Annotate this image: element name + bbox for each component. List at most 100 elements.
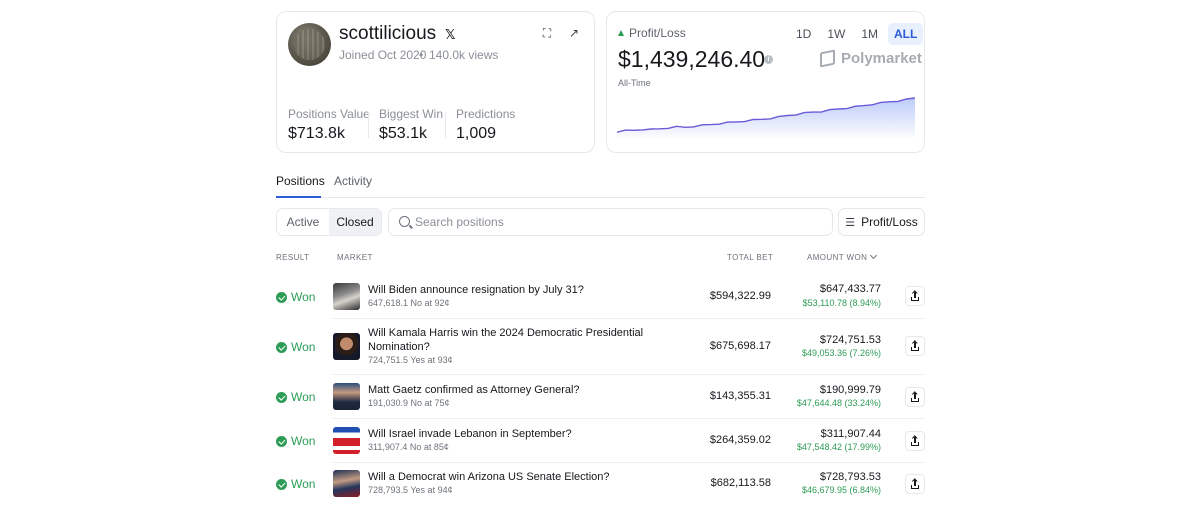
result-won: Won (276, 434, 315, 448)
stat-value: 1,009 (456, 125, 497, 142)
share-button[interactable] (905, 474, 925, 494)
sort-button[interactable]: ☰ Profit/Loss (838, 208, 925, 236)
market-thumbnail (333, 427, 360, 454)
stat-label: Positions Value (288, 107, 370, 121)
pnl-label-text: Profit/Loss (629, 26, 686, 40)
row-divider (332, 318, 925, 319)
market-title[interactable]: Will Biden announce resignation by July … (368, 284, 584, 296)
result-label: Won (291, 290, 316, 304)
share-icon (911, 434, 919, 446)
segment-active[interactable]: Active (286, 215, 320, 229)
row-divider (332, 462, 925, 463)
amount-won: $311,907.44 (820, 428, 881, 440)
share-icon (911, 339, 919, 351)
search-box (388, 208, 833, 236)
stat-label: Biggest Win (379, 107, 444, 121)
info-icon[interactable]: i (764, 55, 773, 64)
table-row[interactable]: Won Will a Democrat win Arizona US Senat… (276, 470, 925, 500)
table-row[interactable]: Won Will Biden announce resignation by J… (276, 282, 925, 312)
amount-won: $724,751.53 (819, 334, 881, 346)
row-divider (332, 374, 925, 375)
check-circle-icon (276, 391, 287, 403)
polymarket-logo: Polymarket (820, 49, 922, 68)
external-link-icon[interactable]: ↗ (568, 26, 580, 40)
share-icon (911, 390, 919, 402)
period-label: All-Time (618, 78, 651, 88)
market-position: 647,618.1 No at 92¢ (368, 298, 450, 308)
market-position: 724,751.5 Yes at 93¢ (368, 355, 453, 365)
result-won: Won (276, 477, 315, 491)
expand-icon[interactable]: ⛶ (542, 25, 552, 40)
market-title[interactable]: Will a Democrat win Arizona US Senate El… (368, 471, 610, 483)
up-triangle-icon (618, 30, 624, 36)
share-button[interactable] (905, 387, 925, 407)
table-row[interactable]: Won Matt Gaetz confirmed as Attorney Gen… (276, 383, 925, 413)
total-bet: $682,113.58 (710, 477, 771, 489)
table-row[interactable]: Won Will Kamala Harris win the 2024 Demo… (276, 326, 925, 368)
pnl-area (617, 98, 915, 138)
segment-closed[interactable]: Closed (329, 209, 381, 235)
total-bet: $594,322.99 (709, 290, 771, 302)
amount-won: $190,999.79 (819, 384, 881, 396)
total-bet: $264,359.02 (709, 434, 771, 446)
check-circle-icon (276, 478, 287, 490)
market-position: 191,030.9 No at 75¢ (368, 398, 450, 408)
views-count: 140.0k views (429, 48, 499, 62)
column-amount-won[interactable]: AMOUNT WON (807, 251, 878, 262)
x-icon[interactable]: 𝕏 (445, 27, 456, 42)
tab-activity[interactable]: Activity (334, 174, 373, 188)
sort-label: Profit/Loss (861, 215, 918, 229)
column-market: MARKET (337, 253, 373, 262)
range-tab-all[interactable]: ALL (888, 23, 924, 45)
polymarket-mark-icon (820, 49, 835, 68)
username: scottilicious (339, 23, 437, 44)
search-input[interactable] (415, 209, 825, 235)
market-position: 728,793.5 Yes at 94¢ (368, 485, 453, 495)
amount-gain: $47,548.42 (17.99%) (796, 442, 881, 452)
market-thumbnail (333, 470, 360, 497)
market-thumbnail (333, 333, 360, 360)
profile-card: scottilicious 𝕏 Joined Oct 2020 • 140.0k… (276, 11, 595, 153)
market-title[interactable]: Will Kamala Harris win the 2024 Democrat… (368, 327, 644, 353)
amount-won: $728,793.53 (819, 471, 881, 483)
tab-positions[interactable]: Positions (276, 174, 325, 188)
range-tab-1d[interactable]: 1D (796, 27, 812, 41)
pnl-sparkline (617, 97, 915, 138)
amount-gain: $53,110.78 (8.94%) (802, 298, 881, 308)
result-label: Won (291, 340, 316, 354)
result-won: Won (276, 290, 315, 304)
market-title[interactable]: Matt Gaetz confirmed as Attorney General… (368, 384, 580, 396)
pnl-label: Profit/Loss (618, 26, 686, 40)
chevron-down-icon (870, 251, 878, 260)
market-position: 311,907.4 No at 85¢ (368, 442, 449, 452)
stat-predictions: Predictions 1,009 (456, 107, 515, 143)
stat-value: $713.8k (288, 125, 345, 142)
range-tab-1w[interactable]: 1W (827, 27, 846, 41)
stat-value: $53.1k (379, 125, 428, 142)
divider (445, 112, 446, 138)
stat-positions-value: Positions Value $713.8k (288, 107, 370, 143)
brand-name: Polymarket (841, 50, 922, 67)
range-tab-1m[interactable]: 1M (861, 27, 879, 41)
profit-loss-card: Profit/Loss 1D 1W 1M ALL $1,439,246.40 i… (606, 11, 925, 153)
joined-date: Joined Oct 2020 (339, 48, 427, 62)
row-divider (332, 418, 925, 419)
table-row[interactable]: Won Will Israel invade Lebanon in Septem… (276, 427, 925, 457)
total-bet: $675,698.17 (709, 340, 771, 352)
column-total-bet: TOTAL BET (727, 253, 774, 262)
share-button[interactable] (905, 431, 925, 451)
check-circle-icon (276, 291, 287, 303)
stat-biggest-win: Biggest Win $53.1k (379, 107, 443, 143)
divider (368, 112, 369, 138)
share-icon (911, 289, 919, 301)
share-button[interactable] (905, 336, 925, 356)
share-button[interactable] (905, 286, 925, 306)
result-won: Won (276, 390, 315, 404)
range-tabs: 1D 1W 1M ALL (790, 23, 924, 45)
active-tab-indicator (276, 196, 321, 198)
avatar[interactable] (288, 23, 331, 66)
separator-dot: • (419, 48, 424, 62)
result-label: Won (291, 390, 316, 404)
market-title[interactable]: Will Israel invade Lebanon in September? (368, 428, 572, 440)
column-amount-won-label: AMOUNT WON (807, 253, 868, 262)
